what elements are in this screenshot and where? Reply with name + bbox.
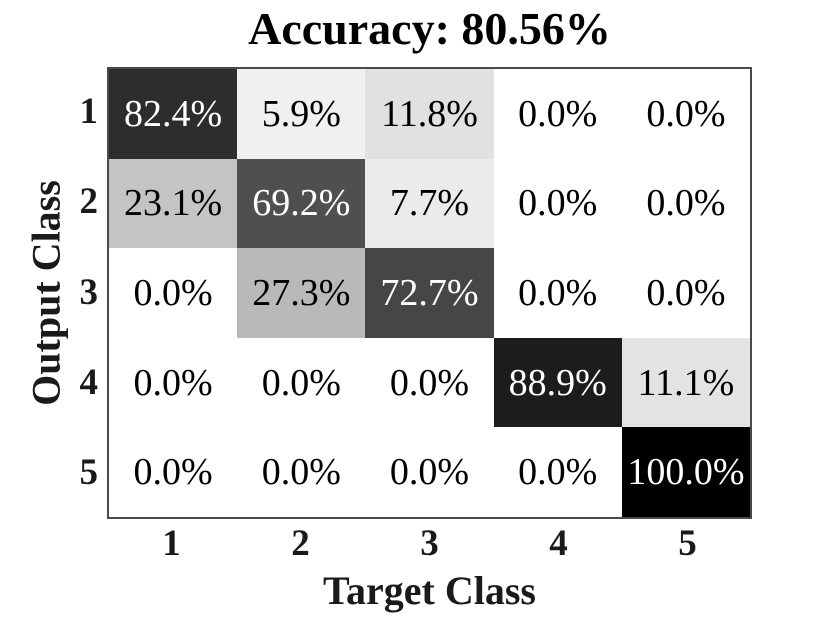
matrix-cell: 7.7% — [365, 158, 494, 249]
matrix-cell: 0.0% — [493, 427, 622, 517]
matrix-cell: 27.3% — [237, 248, 366, 338]
matrix-cell: 69.2% — [237, 158, 366, 249]
matrix-cell: 0.0% — [493, 158, 622, 249]
matrix-cell: 0.0% — [621, 69, 750, 159]
matrix-cell: 5.9% — [237, 69, 366, 159]
chart-title: Accuracy: 80.56% — [248, 3, 611, 54]
matrix-cell: 0.0% — [365, 427, 494, 517]
matrix-cell: 0.0% — [365, 337, 494, 428]
matrix-cell: 11.1% — [621, 337, 750, 428]
matrix-cell: 0.0% — [621, 158, 750, 249]
matrix-cell: 0.0% — [109, 337, 238, 428]
y-tick-4: 4 — [79, 362, 99, 403]
matrix-cell: 0.0% — [621, 248, 750, 338]
x-tick-4: 4 — [549, 523, 568, 564]
x-tick-5: 5 — [678, 523, 697, 564]
y-tick-3: 3 — [79, 272, 99, 313]
matrix-cell: 82.4% — [109, 69, 238, 159]
matrix-cell: 88.9% — [493, 337, 622, 428]
matrix-cell: 0.0% — [237, 337, 366, 428]
x-tick-3: 3 — [420, 523, 439, 564]
y-tick-5: 5 — [79, 452, 99, 493]
matrix-cell: 0.0% — [237, 427, 366, 517]
y-tick-2: 2 — [79, 181, 99, 222]
x-tick-1: 1 — [162, 523, 181, 564]
matrix-cell: 100.0% — [621, 427, 750, 517]
x-axis-label: Target Class — [323, 568, 536, 613]
matrix-cell: 23.1% — [109, 158, 238, 249]
x-tick-2: 2 — [291, 523, 310, 564]
matrix-cell: 72.7% — [365, 248, 494, 338]
matrix-cell: 0.0% — [109, 248, 238, 338]
matrix-cell: 0.0% — [493, 69, 622, 159]
matrix-cell: 0.0% — [109, 427, 238, 517]
matrix-cell: 11.8% — [365, 69, 494, 159]
matrix-cell: 0.0% — [493, 248, 622, 338]
matrix-grid: 82.4% 5.9% 11.8% 0.0% 0.0% 23.1% 69.2% 7… — [107, 67, 752, 519]
y-tick-1: 1 — [79, 91, 99, 132]
